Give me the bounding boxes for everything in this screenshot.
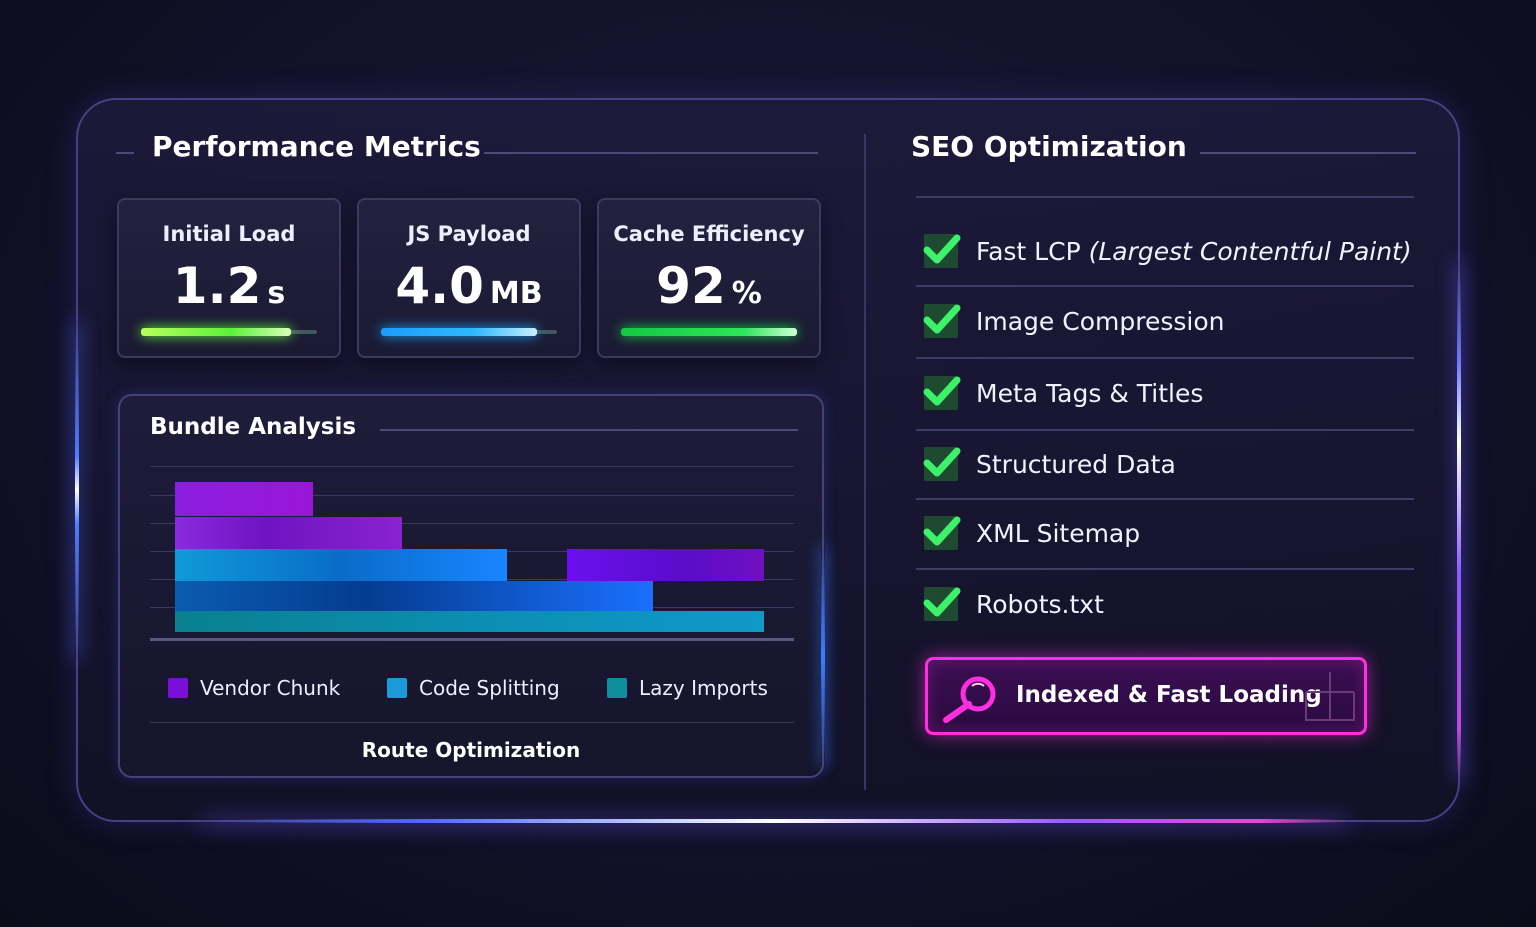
metric-label: Initial Load — [162, 222, 296, 246]
seo-item-xml-sitemap: XML Sitemap — [916, 516, 1414, 550]
seo-item-detail: (Largest Contentful Paint) — [1088, 236, 1412, 266]
metric-card-cache-efficiency: Cache Efficiency 92% — [597, 198, 821, 358]
progress-bar — [141, 328, 291, 336]
check-icon — [923, 447, 961, 481]
seo-item-robots-txt: Robots.txt — [916, 587, 1414, 621]
title-dash — [116, 152, 134, 154]
seo-title: SEO Optimization — [911, 130, 1187, 163]
grid-icon — [1305, 672, 1355, 721]
seo-item-label: Fast LCP — [976, 236, 1081, 266]
grid-line — [150, 495, 794, 496]
check-icon — [923, 376, 961, 410]
seo-item-label: Image Compression — [976, 306, 1225, 336]
footer-rule — [150, 722, 794, 723]
check-icon — [923, 516, 961, 550]
check-icon — [923, 234, 961, 268]
indexed-status-badge[interactable]: Indexed & Fast Loading — [925, 657, 1367, 735]
seo-item-image-compression: Image Compression — [916, 304, 1414, 338]
seo-item-structured-data: Structured Data — [916, 447, 1414, 481]
seo-separator — [916, 568, 1414, 570]
title-rule — [1200, 152, 1416, 154]
legend-swatch — [168, 678, 188, 698]
check-icon — [923, 304, 961, 338]
metric-value: 4.0 MB — [395, 257, 543, 315]
bundle-analysis-panel: Bundle Analysis Vendor Chunk Code Splitt… — [118, 394, 825, 778]
metric-card-initial-load: Initial Load 1.2 s — [117, 198, 341, 358]
legend-label: Lazy Imports — [639, 676, 768, 700]
bar-code-splitting[interactable] — [175, 581, 653, 611]
route-optimization-label: Route Optimization — [361, 738, 581, 762]
seo-item-fast-lcp: Fast LCP (Largest Contentful Paint) — [916, 234, 1414, 268]
search-icon — [943, 676, 996, 723]
metric-value: 1.2 s — [172, 257, 286, 315]
seo-item-label: XML Sitemap — [976, 518, 1141, 548]
seo-separator — [916, 357, 1414, 359]
title-rule — [484, 152, 818, 154]
metric-label: Cache Efficiency — [613, 222, 805, 246]
progress-bar — [381, 328, 537, 336]
metric-value: 92% — [656, 257, 762, 315]
bar-vendor-chunk[interactable] — [175, 517, 402, 549]
seo-separator — [916, 429, 1414, 431]
bar-lazy-imports[interactable] — [175, 611, 764, 632]
metric-card-js-payload: JS Payload 4.0 MB — [357, 198, 581, 358]
chart-axis — [150, 638, 794, 641]
bar-vendor-chunk[interactable] — [175, 482, 313, 516]
title-rule — [380, 429, 798, 431]
legend-lazy-imports: Lazy Imports — [607, 676, 768, 700]
seo-item-label: Robots.txt — [976, 589, 1104, 619]
seo-item-label: Structured Data — [976, 449, 1176, 479]
seo-item-meta-tags: Meta Tags & Titles — [916, 376, 1414, 410]
legend-label: Code Splitting — [419, 676, 560, 700]
bar-code-splitting[interactable] — [175, 549, 507, 581]
progress-bar — [621, 328, 797, 336]
performance-title: Performance Metrics — [152, 130, 481, 163]
seo-separator — [916, 285, 1414, 287]
legend-code-splitting: Code Splitting — [387, 676, 560, 700]
glow-accent — [200, 819, 1350, 823]
grid-line — [150, 466, 794, 467]
column-divider — [864, 134, 866, 790]
legend-vendor-chunk: Vendor Chunk — [168, 676, 340, 700]
bundle-title: Bundle Analysis — [150, 414, 357, 440]
metric-label: JS Payload — [407, 222, 531, 246]
seo-separator — [916, 498, 1414, 500]
legend-label: Vendor Chunk — [200, 676, 341, 700]
bar-vendor-chunk[interactable] — [567, 549, 764, 581]
legend-swatch — [387, 678, 407, 698]
badge-label: Indexed & Fast Loading — [1016, 682, 1322, 708]
legend-swatch — [607, 678, 627, 698]
grid-line — [150, 523, 794, 524]
seo-item-label: Meta Tags & Titles — [976, 378, 1204, 408]
check-icon — [923, 587, 961, 621]
seo-separator — [916, 196, 1414, 198]
